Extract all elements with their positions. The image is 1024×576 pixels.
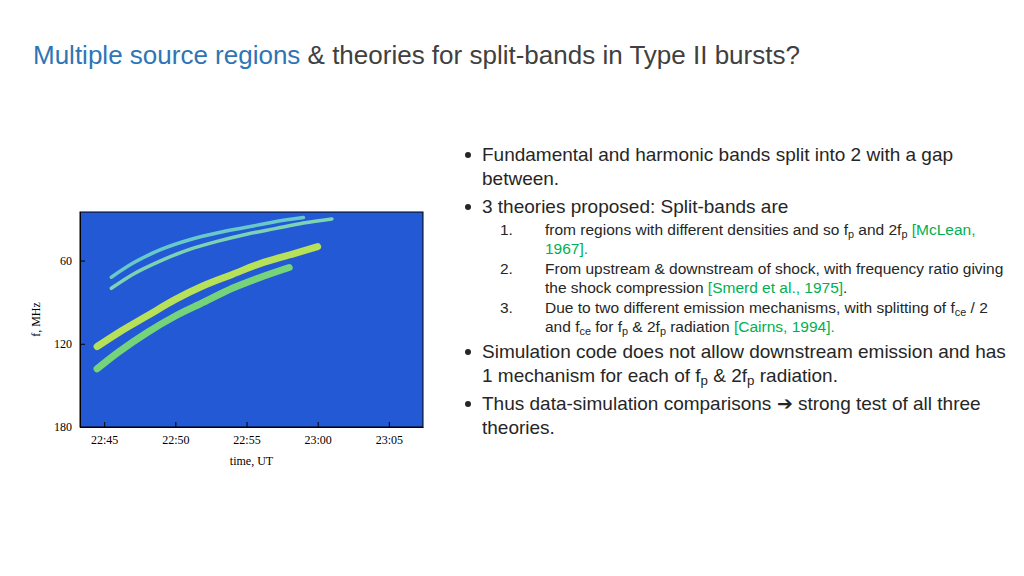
x-axis: 22:45 22:50 22:55 23:00 23:05 — [81, 422, 424, 447]
x-tick-label: 22:50 — [162, 433, 189, 447]
y-tick: 60 — [60, 254, 85, 268]
x-tick-label: 22:55 — [233, 433, 260, 447]
x-tick-label: 23:00 — [305, 433, 332, 447]
bullet-dot — [465, 401, 471, 407]
heading: Multiple source regions & theories for s… — [33, 40, 800, 71]
item-number: 2. — [500, 259, 513, 278]
subscript: p — [660, 325, 666, 337]
bullet-text: 3 theories proposed: Split-bands are — [482, 195, 1013, 219]
text-run: for f — [591, 318, 622, 335]
x-tick-mark — [104, 422, 105, 427]
x-tick-label: 23:05 — [376, 433, 403, 447]
text-run: . — [843, 279, 847, 296]
item-number: 1. — [500, 220, 513, 239]
y-axis-title: f, MHz — [29, 302, 43, 337]
bullet-text: Fundamental and harmonic bands split int… — [482, 143, 1013, 191]
text-run: & 2f — [708, 365, 747, 386]
text-run: radiation — [666, 318, 734, 335]
bullet: Fundamental and harmonic bands split int… — [463, 143, 1013, 191]
y-axis-line — [80, 213, 81, 428]
subscript: p — [622, 325, 628, 337]
numbered-item: 3. Due to two different emission mechanis… — [482, 298, 1013, 336]
title-highlight: Multiple source regions — [33, 40, 300, 70]
subscript: ce — [579, 325, 590, 337]
text-run: and 2f — [854, 221, 901, 238]
x-tick-mark — [175, 422, 176, 427]
x-axis-line — [81, 427, 424, 428]
burst-lane — [97, 267, 289, 368]
citation: [Smerd et al., 1975] — [708, 279, 843, 296]
bursts — [97, 218, 332, 369]
title-rest: & theories for split-bands in Type II bu… — [300, 40, 800, 70]
plot-frame — [80, 212, 423, 427]
item-text: From upstream & downstream of shock, wit… — [545, 260, 1003, 296]
x-tick-mark — [389, 422, 390, 427]
y-tick-mark — [80, 261, 85, 262]
y-axis: 60 120 180 — [54, 213, 85, 435]
subscript: p — [701, 373, 708, 388]
x-tick: 22:55 — [233, 422, 260, 447]
x-tick-label: 22:45 — [91, 433, 118, 447]
x-axis-title: time, UT — [230, 454, 274, 468]
bullet: 3 theories proposed: Split-bands are 1. fr… — [463, 195, 1013, 336]
x-tick-mark — [318, 422, 319, 427]
numbered-item: 1. from regions with different densities … — [482, 220, 1013, 258]
bullet: Simulation code does not allow downstrea… — [463, 340, 1013, 388]
y-tick: 180 — [54, 420, 85, 434]
plot-background — [80, 212, 423, 427]
subscript: ce — [955, 306, 966, 318]
x-tick-mark — [247, 422, 248, 427]
text-run: Thus data-simulation comparisons — [482, 393, 777, 414]
x-tick: 23:05 — [376, 422, 403, 447]
text-run: Due to two different emission mechanisms… — [545, 299, 955, 316]
bullet-text: Simulation code does not allow downstrea… — [482, 340, 1013, 388]
x-tick: 22:45 — [91, 422, 118, 447]
subscript: p — [747, 373, 754, 388]
bullet-list: Fundamental and harmonic bands split int… — [463, 143, 1013, 444]
bullet-text: Thus data-simulation comparisons ➔ stron… — [482, 392, 1013, 440]
bullet-dot — [465, 204, 471, 210]
item-text: Due to two different emission mechanisms… — [545, 299, 988, 335]
bullet-dot — [465, 152, 471, 158]
text-run: from regions with different densities an… — [545, 221, 848, 238]
bullet: Thus data-simulation comparisons ➔ stron… — [463, 392, 1013, 440]
numbered-item: 2. From upstream & downstream of shock, w… — [482, 259, 1013, 297]
x-tick: 22:50 — [162, 422, 189, 447]
text-run: & 2f — [628, 318, 660, 335]
item-number: 3. — [500, 298, 513, 317]
bullet-dot — [465, 349, 471, 355]
text-run: ➔ — [777, 393, 793, 414]
y-tick-label: 120 — [54, 337, 72, 351]
subscript: p — [848, 228, 854, 240]
subscript: p — [901, 228, 907, 240]
text-run: 3 theories proposed: Split-bands are — [482, 196, 788, 217]
text-run: radiation. — [755, 365, 838, 386]
y-tick-label: 180 — [54, 420, 72, 434]
text-run: Fundamental and harmonic bands split int… — [482, 144, 953, 189]
burst-lane — [111, 218, 303, 278]
item-text: from regions with different densities an… — [545, 221, 976, 257]
citation: [Cairns, 1994]. — [734, 318, 835, 335]
y-tick: 120 — [54, 337, 85, 351]
x-tick: 23:00 — [305, 422, 332, 447]
y-tick-label: 60 — [60, 254, 72, 268]
y-tick-mark — [80, 344, 85, 345]
